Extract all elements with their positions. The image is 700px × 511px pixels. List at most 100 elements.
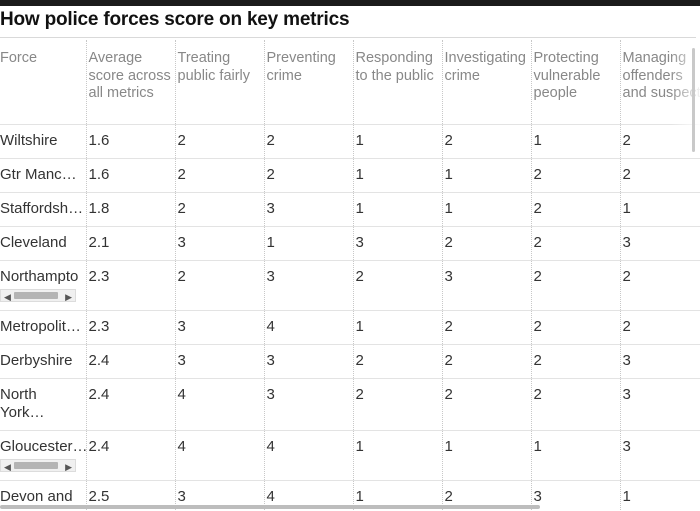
scroll-right-icon[interactable]: ▶ [65, 292, 72, 302]
table-row: Wiltshire 1.6 2 2 1 2 1 2 [0, 124, 700, 159]
score-cell: 2 [619, 260, 700, 311]
score-cell: 1 [441, 430, 531, 481]
force-cell: Metropolit… [0, 310, 86, 345]
force-cell: Gtr Manc… [0, 158, 86, 193]
score-cell: 3 [441, 260, 531, 311]
table-row: Gtr Manc… 1.6 2 2 1 1 2 2 [0, 158, 700, 193]
column-header[interactable]: Treating public fairly [174, 40, 264, 125]
top-rule [0, 0, 700, 6]
scrollbar-thumb[interactable] [14, 462, 58, 469]
score-cell: 1 [619, 192, 700, 227]
score-cell: 2 [619, 124, 700, 159]
score-cell: 1 [352, 158, 442, 193]
score-cell: 1 [352, 192, 442, 227]
force-name: Derbyshire [0, 352, 73, 369]
table-row: Derbyshire 2.4 3 3 2 2 2 3 [0, 344, 700, 379]
force-cell: Gloucester… ◀ ▶ [0, 430, 86, 481]
column-header[interactable]: Responding to the public [352, 40, 442, 125]
score-cell: 2.4 [85, 378, 175, 431]
score-cell: 2 [530, 226, 620, 261]
force-cell: Derbyshire [0, 344, 86, 379]
force-cell: Northampto ◀ ▶ [0, 260, 86, 311]
score-cell: 2 [530, 158, 620, 193]
score-cell: 2 [441, 344, 531, 379]
score-cell: 2 [352, 344, 442, 379]
score-cell: 4 [174, 378, 264, 431]
horizontal-scrollbar[interactable] [0, 505, 540, 509]
scroll-left-icon[interactable]: ◀ [4, 292, 11, 302]
score-cell: 1.6 [85, 124, 175, 159]
force-name: Cleveland [0, 234, 67, 251]
column-header[interactable]: Preventing crime [263, 40, 353, 125]
score-cell: 2 [530, 378, 620, 431]
score-cell: 1 [352, 124, 442, 159]
score-cell: 2.4 [85, 344, 175, 379]
table-header-row: Force Average score across all metrics T… [0, 40, 700, 125]
score-cell: 2 [174, 260, 264, 311]
table-row: Metropolit… 2.3 3 4 1 2 2 2 [0, 310, 700, 345]
score-cell: 1 [263, 226, 353, 261]
scrollbar-thumb[interactable] [14, 292, 58, 299]
column-header[interactable]: Protecting vulnerable people [530, 40, 620, 125]
force-name: North York… [0, 386, 45, 421]
score-cell: 2 [530, 260, 620, 311]
score-cell: 2 [441, 378, 531, 431]
score-cell: 2 [441, 226, 531, 261]
force-name: Northampto [0, 268, 79, 285]
score-cell: 3 [352, 226, 442, 261]
score-cell: 1.8 [85, 192, 175, 227]
score-cell: 1 [352, 310, 442, 345]
scroll-left-icon[interactable]: ◀ [4, 462, 11, 472]
score-cell: 2 [174, 158, 264, 193]
score-cell: 2 [530, 344, 620, 379]
score-cell: 1 [530, 124, 620, 159]
force-name: Devon and [0, 488, 73, 505]
score-cell: 3 [619, 344, 700, 379]
score-cell: 2 [263, 124, 353, 159]
force-cell: Cleveland [0, 226, 86, 261]
score-cell: 4 [174, 430, 264, 481]
score-cell: 2 [263, 158, 353, 193]
score-cell: 3 [530, 480, 620, 511]
cell-scrollbar[interactable]: ◀ ▶ [0, 289, 76, 302]
score-cell: 2 [530, 310, 620, 345]
column-header[interactable]: Average score across all metrics [85, 40, 175, 125]
score-cell: 3 [619, 226, 700, 261]
score-cell: 1 [441, 158, 531, 193]
score-cell: 1 [441, 192, 531, 227]
title-divider [0, 37, 696, 38]
score-cell: 2 [174, 124, 264, 159]
score-cell: 2.3 [85, 260, 175, 311]
score-cell: 2 [530, 192, 620, 227]
column-header[interactable]: Force [0, 50, 38, 66]
score-cell: 2.1 [85, 226, 175, 261]
score-cell: 3 [263, 260, 353, 311]
scores-table-container[interactable]: Force Average score across all metrics T… [0, 40, 700, 511]
score-cell: 4 [263, 310, 353, 345]
score-cell: 2.3 [85, 310, 175, 345]
cell-scrollbar[interactable]: ◀ ▶ [0, 459, 76, 472]
score-cell: 3 [619, 378, 700, 431]
score-cell: 3 [174, 226, 264, 261]
score-cell: 1 [530, 430, 620, 481]
force-name: Gloucester… [0, 438, 86, 455]
column-header[interactable]: Investigating crime [441, 40, 531, 125]
score-cell: 2.4 [85, 430, 175, 481]
force-name: Wiltshire [0, 132, 58, 149]
score-cell: 3 [263, 192, 353, 227]
table-row: Staffordsh… 1.8 2 3 1 1 2 1 [0, 192, 700, 227]
score-cell: 3 [174, 344, 264, 379]
table-row: Gloucester… ◀ ▶ 2.4 4 4 1 1 1 3 [0, 430, 700, 481]
score-cell: 2 [352, 260, 442, 311]
score-cell: 2 [352, 378, 442, 431]
scores-table: Force Average score across all metrics T… [0, 40, 700, 511]
vertical-scrollbar[interactable] [692, 48, 695, 152]
score-cell: 2 [441, 124, 531, 159]
scroll-right-icon[interactable]: ▶ [65, 462, 72, 472]
column-header[interactable]: Managing offenders and suspects [619, 40, 700, 125]
score-cell: 2 [619, 310, 700, 345]
force-cell: North York… [0, 378, 86, 431]
score-cell: 3 [263, 378, 353, 431]
score-cell: 3 [619, 430, 700, 481]
score-cell: 1 [619, 480, 700, 511]
